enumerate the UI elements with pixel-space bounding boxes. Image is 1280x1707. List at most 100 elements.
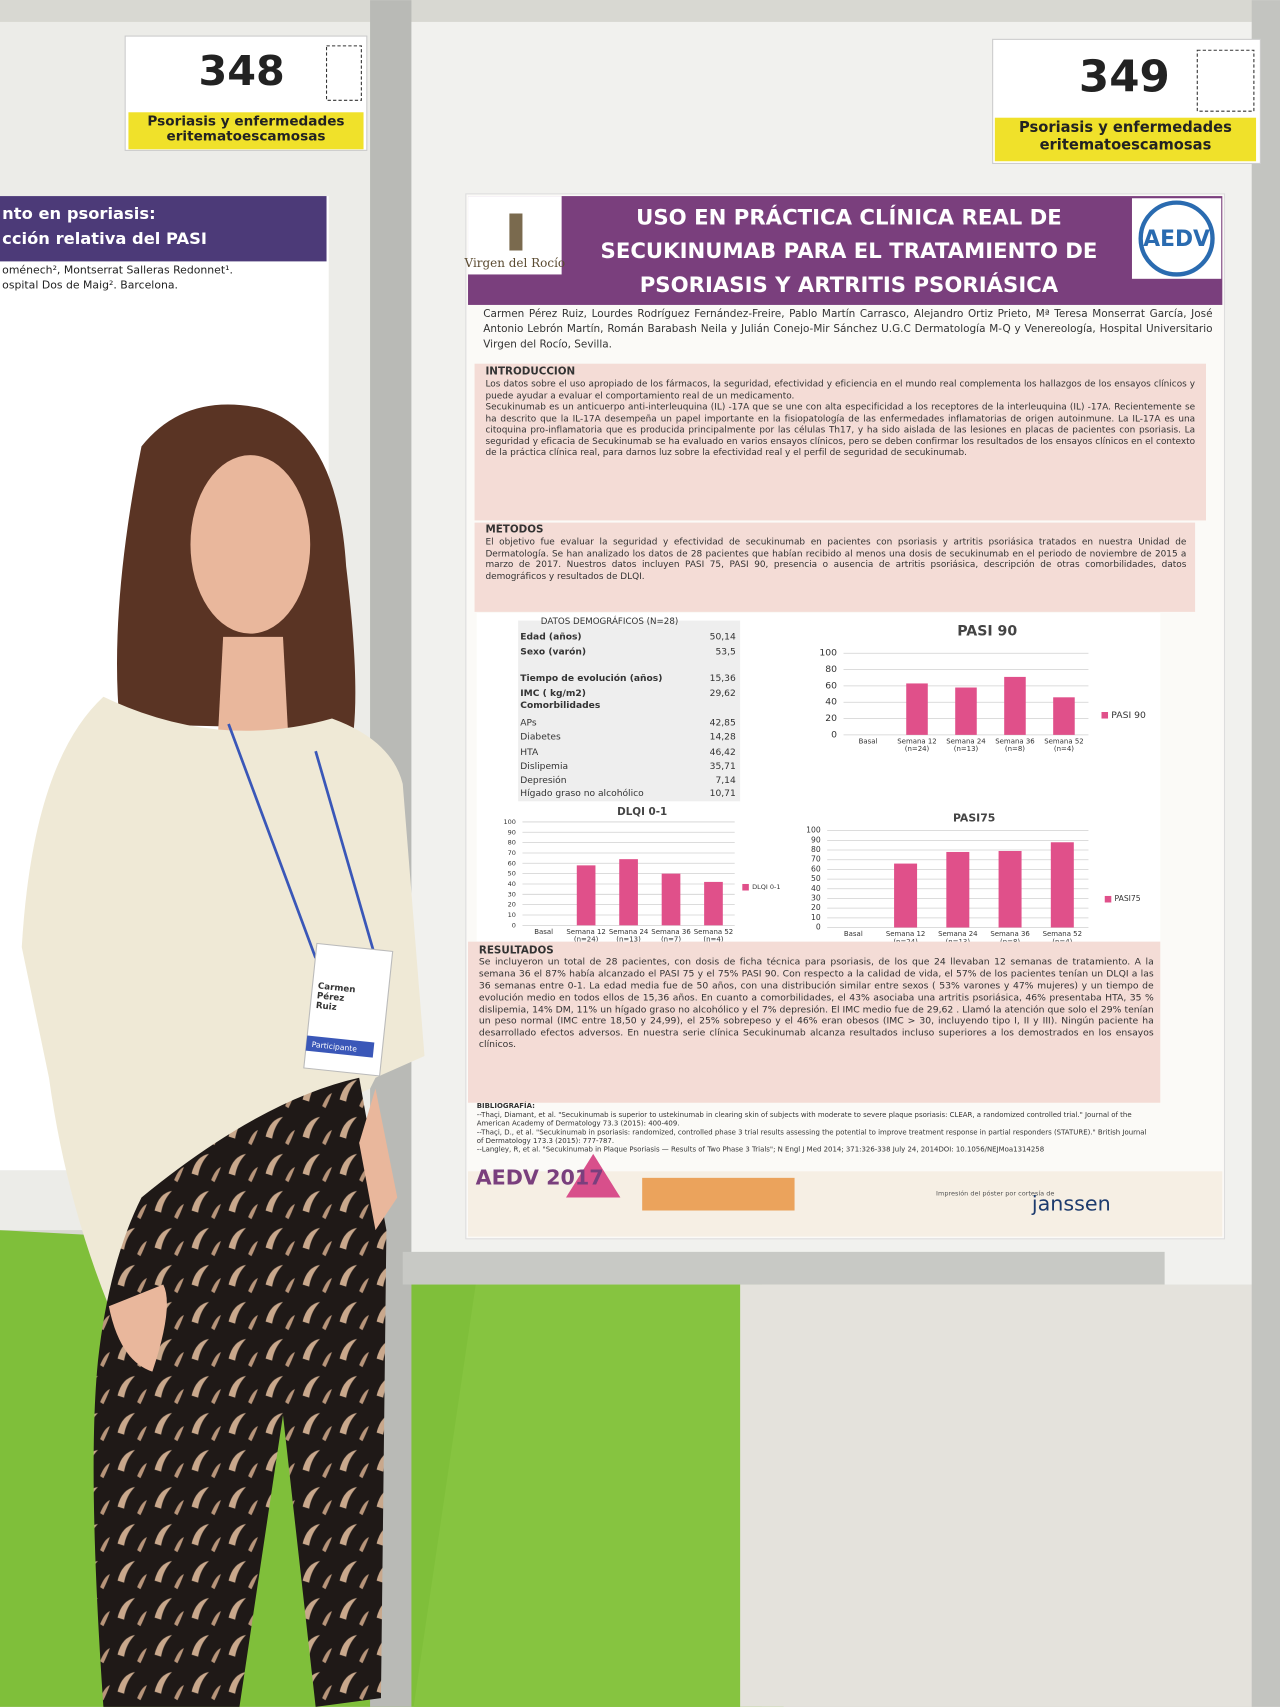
hospital-icon — [509, 213, 523, 251]
results-bg — [468, 941, 1161, 1103]
x-tick-label-box: Semana 52 (n=4) — [693, 928, 734, 944]
section-heading: INTRODUCCIÓN — [485, 365, 576, 378]
table-label: Comorbilidades — [520, 701, 600, 711]
table-value: 50,14 — [710, 632, 736, 642]
bar — [1004, 676, 1026, 735]
footer-art — [565, 1153, 621, 1198]
y-tick-label: 0 — [512, 921, 516, 929]
hand — [108, 1284, 167, 1372]
bar — [906, 683, 928, 735]
x-tick-label-box: Basal — [534, 928, 554, 937]
x-tick-label: Basal — [858, 738, 878, 746]
left-authors: oménech², Montserrat Salleras Redonnet¹. — [2, 263, 233, 276]
x-tick-label-box: Semana 24 (n=13) — [946, 738, 986, 754]
legend-swatch — [1101, 712, 1109, 719]
bibliography-heading: BIBLIOGRAFÍA: — [476, 1101, 535, 1111]
hand — [359, 1088, 398, 1231]
aedv-logo: AEDV — [1143, 227, 1210, 252]
y-tick-label: 50 — [508, 870, 516, 878]
section-heading: RESULTADOS — [478, 944, 554, 957]
y-tick-label: 80 — [825, 664, 837, 675]
aedv-logo-bg — [1131, 198, 1222, 279]
sweater — [21, 696, 425, 1307]
title-box: USO EN PRÁCTICA CLÍNICA REAL DE SECUKINU… — [601, 205, 1098, 298]
x-tick-label-box: Basal — [858, 738, 878, 746]
frame-rail — [402, 1251, 1165, 1285]
demographics: DATOS DEMOGRÁFICOS (N=28) Edad (años) 50,1… — [520, 615, 736, 799]
intro-box: INTRODUCCIÓN Los datos sobre el uso apro… — [485, 365, 1196, 458]
qr-code — [1196, 49, 1255, 112]
intro-bg — [474, 363, 1206, 521]
table-label: Diabetes — [520, 733, 561, 743]
x-tick-label: Semana 12 (n=24) — [897, 738, 937, 754]
y-tick-label: 20 — [811, 903, 821, 912]
legend-label: DLQI 0-1 — [752, 883, 780, 891]
x-tick-label-box: Basal — [844, 931, 863, 938]
badge-role-bg — [305, 1035, 375, 1058]
left-title-bg — [0, 196, 327, 262]
methods-box: MÉTODOS El objetivo fue evaluar la segur… — [485, 524, 1186, 581]
hospital-name: Virgen del Rocío — [464, 256, 566, 270]
y-tick-label: 100 — [806, 826, 821, 835]
table-value: 10,71 — [710, 789, 736, 799]
table-title: DATOS DEMOGRÁFICOS (N=28) — [541, 615, 678, 627]
bibliography-item: --Langley, R, et al. "Secukinumab in Pla… — [476, 1145, 1045, 1154]
tag-number: 348 — [198, 47, 284, 95]
authors: Carmen Pérez Ruiz, Lourdes Rodríguez Fer… — [483, 308, 1213, 351]
x-tick-label: Basal — [534, 928, 554, 937]
badge-name-box: Carmen Pérez Ruiz — [315, 981, 356, 1012]
x-tick-label-box: Semana 36 (n=8) — [995, 738, 1035, 754]
bibliography-item: --Thaçi, Diamant, et al. "Secukinumab is… — [476, 1110, 1132, 1128]
footer-sponsor: janssen — [1031, 1192, 1111, 1216]
aedv-logo-ring — [1138, 200, 1215, 277]
y-tick-label: 60 — [825, 680, 837, 691]
y-tick-label: 20 — [508, 901, 516, 909]
y-tick-label: 40 — [825, 697, 837, 708]
table-value: 42,85 — [710, 718, 736, 728]
qr-code — [325, 45, 362, 101]
results-box: RESULTADOS Se incluyeron un total de 28 … — [478, 944, 1154, 1051]
pants — [93, 1077, 387, 1707]
table-value: 35,71 — [710, 762, 736, 772]
frame-post — [1251, 0, 1280, 1707]
y-tick-label: 10 — [811, 913, 821, 922]
table-value: 46,42 — [710, 748, 736, 758]
bar — [619, 859, 638, 926]
badge-name: Carmen Pérez Ruiz — [315, 981, 356, 1012]
y-tick-label: 100 — [819, 648, 837, 659]
bibliography-box: BIBLIOGRAFÍA: --Thaçi, Diamant, et al. "… — [476, 1101, 1147, 1154]
lanyard — [227, 723, 377, 959]
bar — [998, 850, 1022, 928]
x-tick-label: Semana 24 (n=13) — [946, 738, 986, 754]
y-tick-label: 40 — [508, 880, 516, 888]
x-tick-label: Semana 36 (n=8) — [995, 738, 1035, 754]
table-label: Sexo (varón) — [520, 647, 586, 658]
tag-category-bg — [994, 117, 1257, 162]
x-tick-label: Semana 24 (n=13) — [608, 928, 649, 944]
tag-number: 349 — [1079, 53, 1170, 103]
y-tick-label: 0 — [831, 729, 837, 740]
table-label: Edad (años) — [520, 632, 581, 642]
y-tick-label: 100 — [503, 818, 515, 826]
table-label: Tiempo de evolución (años) — [520, 673, 662, 684]
table-label: Hígado graso no alcohólico — [520, 788, 644, 799]
bar — [946, 851, 970, 928]
x-tick-label-box: Semana 36 (n=7) — [651, 928, 691, 944]
paragraph: Secukinumab es un anticuerpo anti-interl… — [485, 400, 1196, 458]
table-label: Depresión — [520, 775, 566, 786]
tag-category-box: Psoriasis y enfermedades eritematoescamo… — [147, 113, 344, 143]
neck — [217, 636, 289, 741]
bar — [955, 687, 977, 735]
x-tick-label: Semana 52 (n=4) — [693, 928, 734, 944]
bar — [894, 863, 918, 928]
x-tick-label: Semana 36 (n=7) — [651, 928, 691, 944]
legend-label: PASI75 — [1115, 894, 1141, 903]
x-tick-label: Semana 12 (n=24) — [566, 928, 606, 944]
demographics-bg — [518, 620, 741, 802]
left-affiliation: ospital Dos de Maig². Barcelona. — [2, 279, 178, 292]
authors-box: Carmen Pérez Ruiz, Lourdes Rodríguez Fer… — [483, 308, 1213, 351]
paragraph: Los datos sobre el uso apropiado de los … — [485, 377, 1196, 401]
table-value: 29,62 — [710, 689, 736, 699]
